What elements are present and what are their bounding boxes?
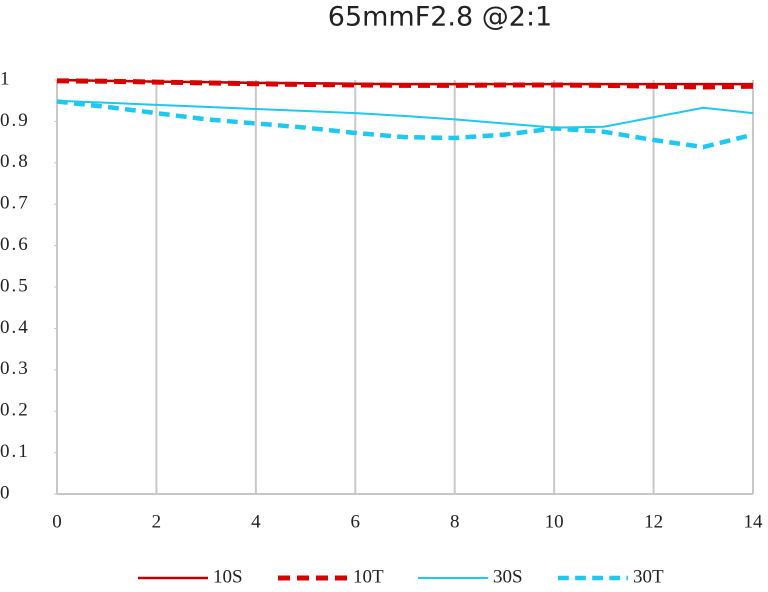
x-tick-label: 14	[744, 511, 764, 532]
y-tick-label: 0.9	[0, 110, 30, 131]
y-tick-label: 1	[0, 68, 12, 89]
x-tick-label: 0	[52, 511, 62, 532]
y-tick-label: 0.8	[0, 151, 30, 172]
legend-label: 30T	[633, 566, 664, 587]
series-line	[56, 78, 754, 90]
x-tick-label: 2	[152, 511, 162, 532]
series-line	[56, 99, 754, 129]
y-tick-label: 0	[0, 482, 12, 503]
series-line	[56, 99, 754, 150]
x-tick-label: 4	[251, 511, 261, 532]
x-tick-label: 6	[351, 511, 361, 532]
y-tick-label: 0.4	[0, 317, 30, 338]
legend-label: 10T	[353, 566, 384, 587]
x-tick-label: 10	[545, 511, 564, 532]
legend-label: 10S	[213, 566, 243, 587]
y-tick-label: 0.1	[0, 441, 30, 462]
legend-label: 30S	[493, 566, 523, 587]
x-tick-label: 8	[450, 511, 460, 532]
y-tick-label: 0.7	[0, 193, 30, 214]
x-tick-label: 12	[644, 511, 663, 532]
chart-title: 65mmF2.8 @2:1	[328, 2, 552, 33]
y-tick-label: 0.6	[0, 234, 30, 255]
y-tick-label: 0.2	[0, 400, 30, 421]
y-tick-label: 0.5	[0, 275, 30, 296]
y-tick-label: 0.3	[0, 358, 30, 379]
